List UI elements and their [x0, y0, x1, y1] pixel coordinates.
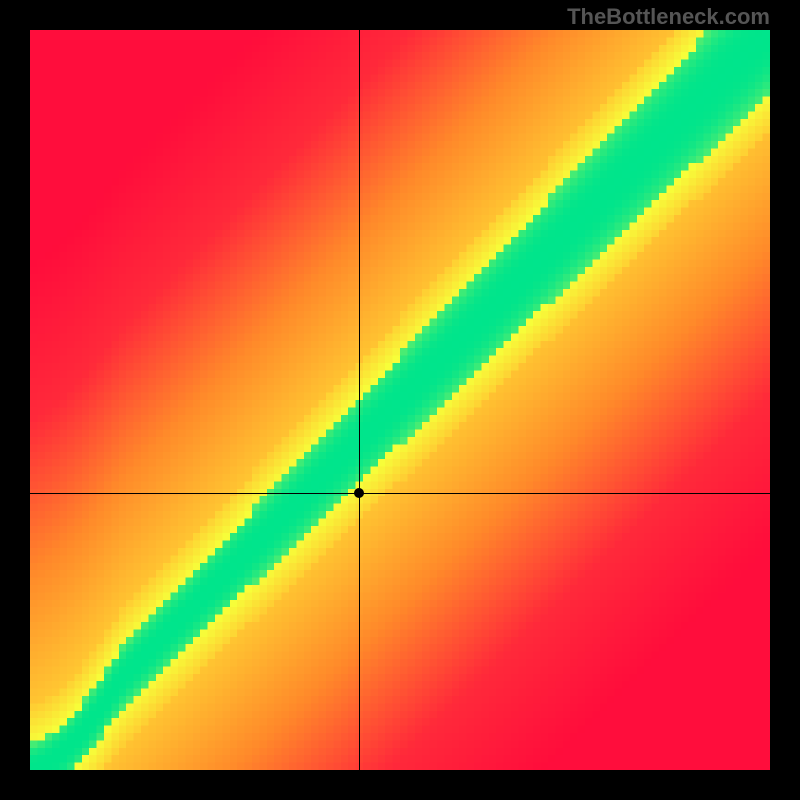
crosshair-marker [354, 488, 364, 498]
plot-area [30, 30, 770, 770]
crosshair-horizontal [30, 493, 770, 494]
heatmap-canvas [30, 30, 770, 770]
watermark-text: TheBottleneck.com [567, 4, 770, 30]
crosshair-vertical [359, 30, 360, 770]
